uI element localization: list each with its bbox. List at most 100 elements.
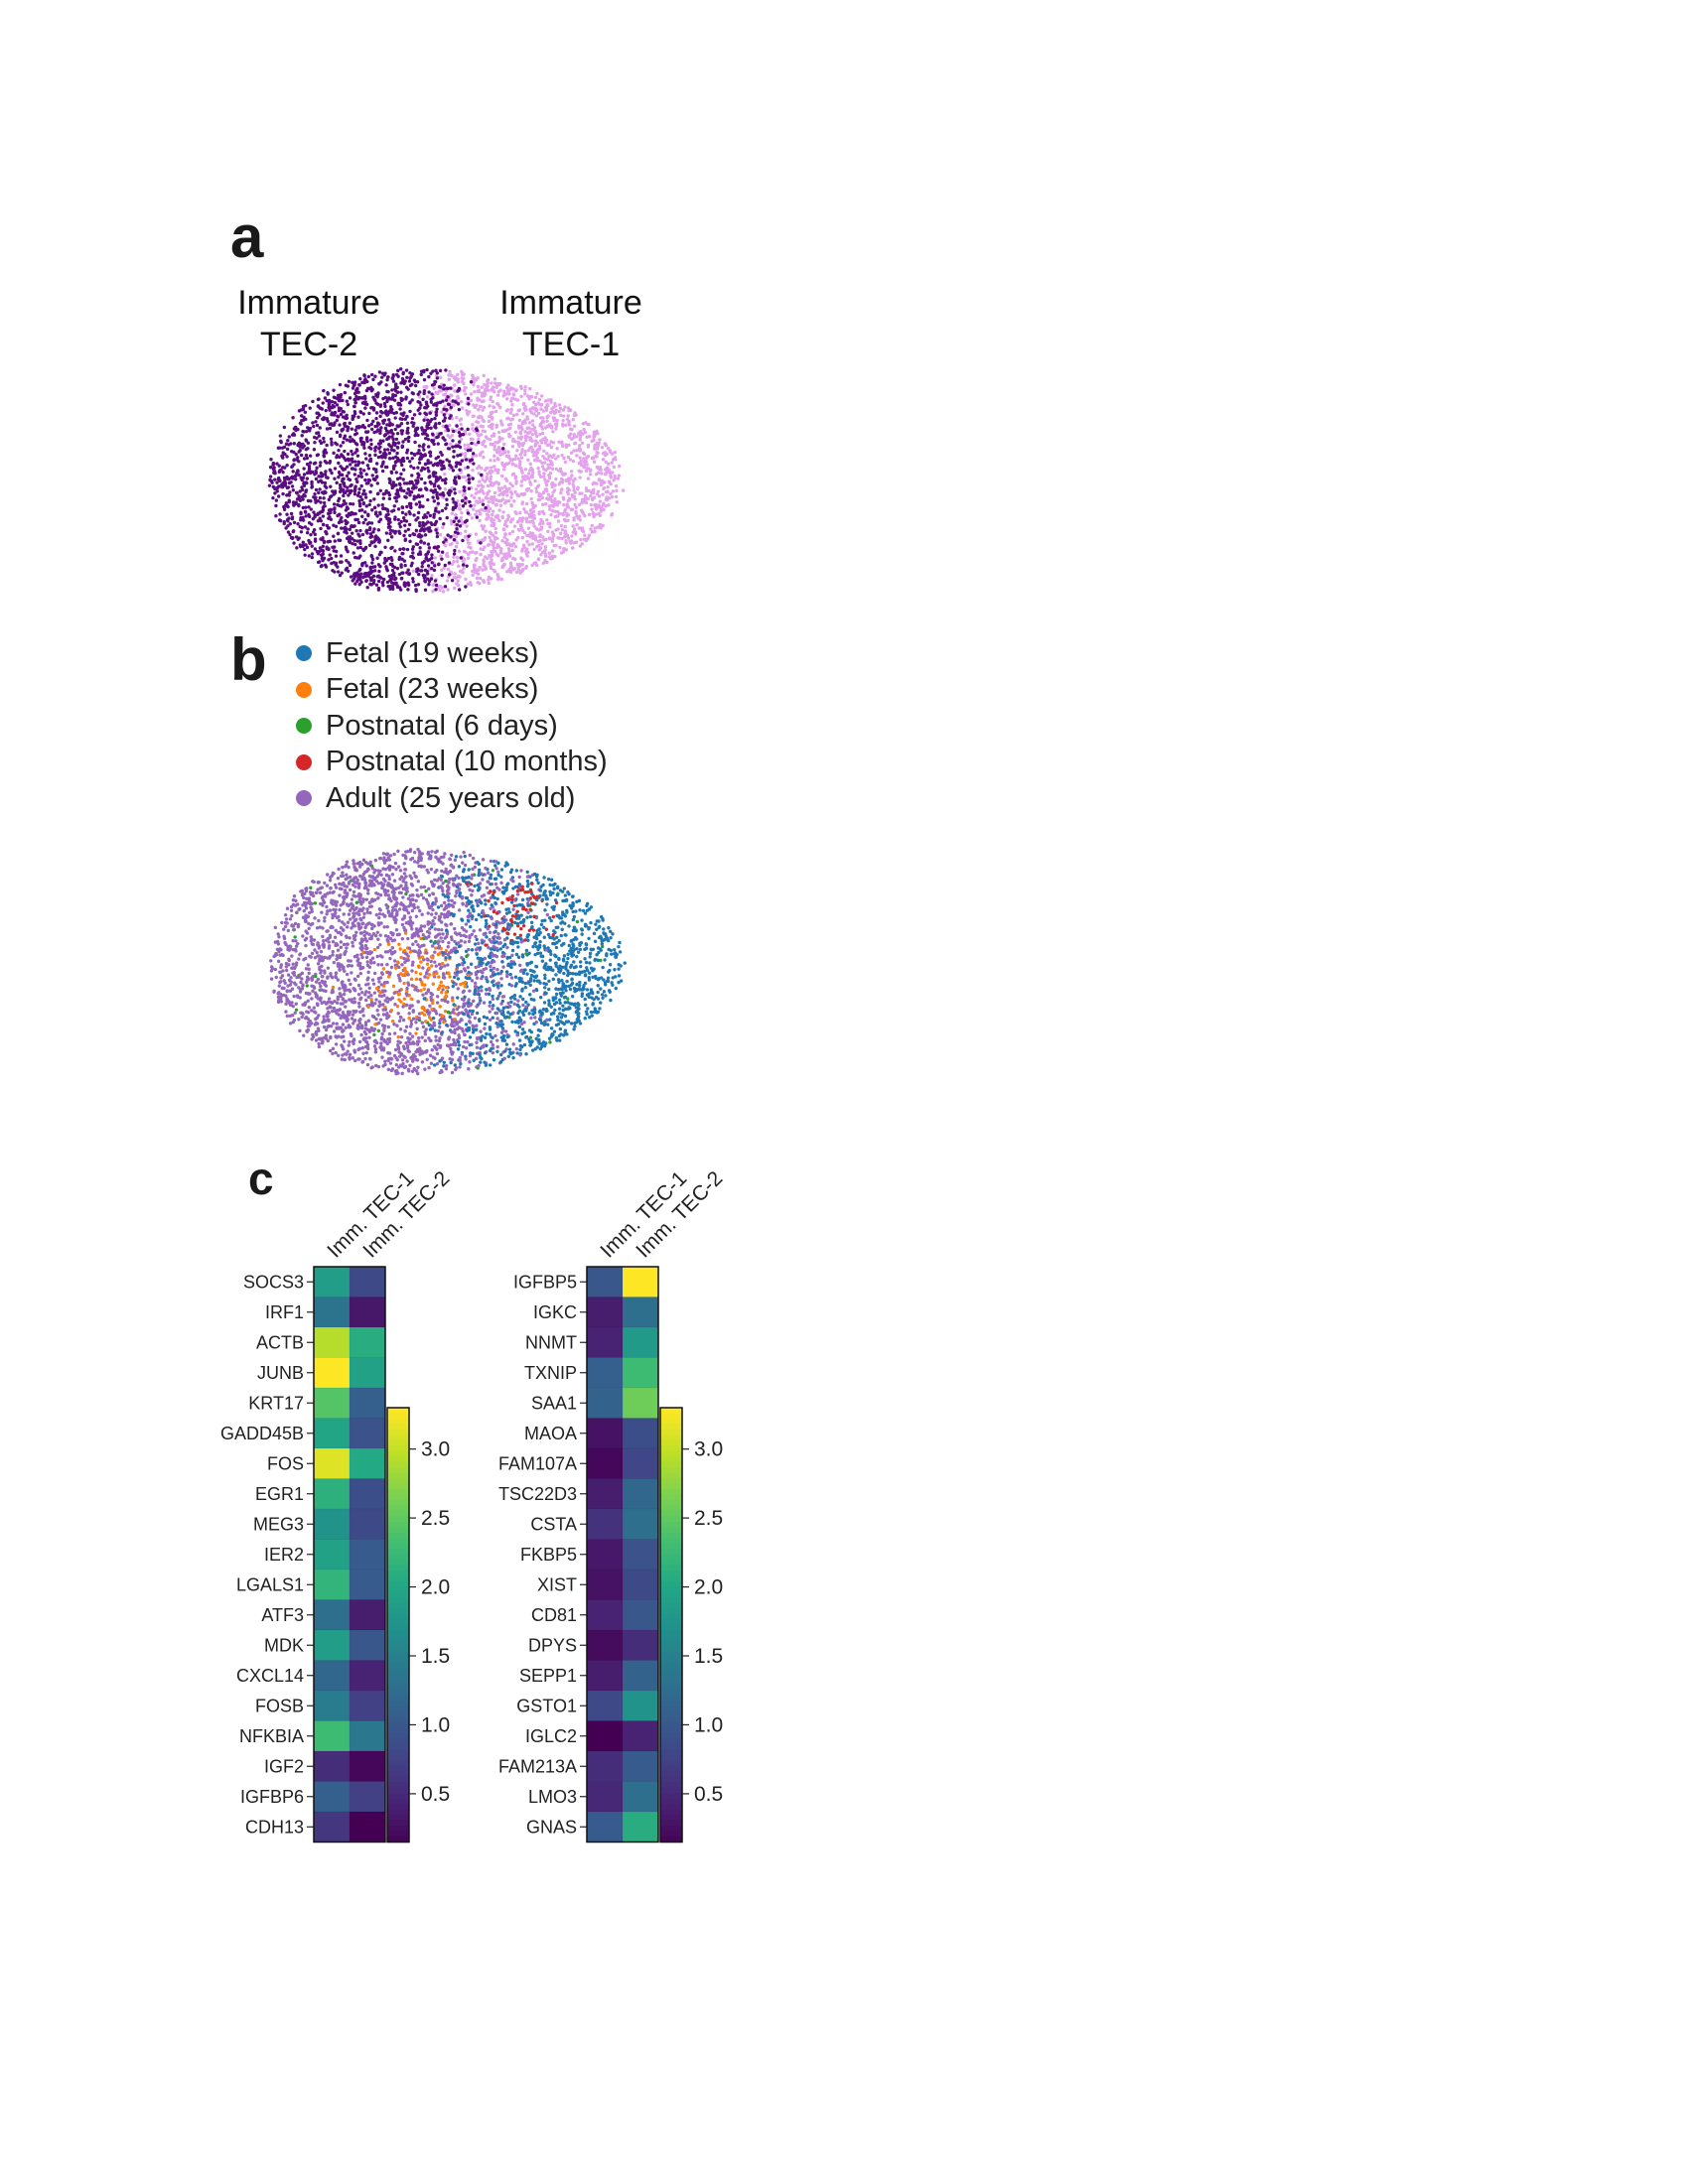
scatter-point bbox=[552, 418, 556, 423]
scatter-point bbox=[527, 426, 531, 430]
scatter-point bbox=[495, 471, 500, 475]
scatter-point bbox=[440, 410, 444, 414]
scatter-point bbox=[544, 554, 548, 558]
scatter-point bbox=[495, 393, 500, 397]
scatter-point bbox=[493, 498, 498, 502]
scatter-point bbox=[521, 543, 526, 547]
scatter-point bbox=[583, 513, 587, 518]
scatter-point bbox=[532, 412, 536, 416]
scatter-point bbox=[542, 449, 546, 453]
scatter-point bbox=[509, 495, 513, 499]
scatter-point bbox=[494, 502, 498, 507]
scatter-point bbox=[497, 492, 501, 497]
scatter-point bbox=[502, 442, 506, 447]
scatter-point bbox=[598, 499, 603, 503]
scatter-point bbox=[553, 422, 558, 426]
scatter-point bbox=[486, 543, 491, 547]
scatter-point bbox=[450, 434, 454, 438]
scatter-point bbox=[617, 474, 622, 478]
scatter-point bbox=[441, 424, 445, 428]
scatter-point bbox=[517, 444, 521, 449]
scatter-point bbox=[582, 457, 586, 461]
scatter-point bbox=[491, 399, 494, 404]
scatter-point bbox=[489, 496, 492, 500]
scatter-point bbox=[573, 441, 578, 446]
scatter-point bbox=[590, 456, 595, 461]
scatter-point bbox=[474, 378, 479, 382]
scatter-point bbox=[442, 566, 446, 570]
scatter-point bbox=[480, 385, 485, 389]
scatter-point bbox=[575, 454, 579, 458]
scatter-point bbox=[535, 391, 539, 396]
scatter-point bbox=[584, 486, 589, 490]
scatter-point bbox=[516, 457, 520, 461]
scatter-point bbox=[581, 451, 586, 455]
scatter-point bbox=[460, 376, 464, 380]
scatter-point bbox=[531, 423, 535, 427]
scatter-point bbox=[523, 388, 527, 393]
scatter-point bbox=[550, 467, 555, 471]
scatter-point bbox=[572, 527, 577, 531]
scatter-point bbox=[576, 485, 580, 489]
scatter-point bbox=[486, 472, 490, 477]
scatter-point bbox=[505, 570, 509, 574]
scatter-point bbox=[503, 477, 507, 480]
scatter-point bbox=[543, 545, 548, 549]
scatter-point bbox=[534, 414, 539, 418]
scatter-point bbox=[533, 429, 537, 433]
scatter-point bbox=[481, 527, 486, 531]
scatter-point bbox=[589, 502, 593, 507]
scatter-point bbox=[523, 404, 527, 409]
scatter-point bbox=[528, 462, 532, 467]
scatter-point bbox=[583, 533, 587, 537]
scatter-point bbox=[514, 537, 518, 542]
cluster-label-line: TEC-2 bbox=[259, 326, 358, 363]
scatter-point bbox=[541, 561, 545, 565]
scatter-point bbox=[449, 519, 454, 523]
scatter-point bbox=[489, 397, 492, 401]
scatter-point bbox=[587, 533, 592, 538]
scatter-point bbox=[529, 496, 533, 501]
scatter-point bbox=[532, 547, 536, 552]
scatter-point bbox=[575, 523, 579, 527]
scatter-point bbox=[425, 395, 430, 399]
scatter-point bbox=[521, 477, 525, 481]
scatter-point bbox=[469, 583, 473, 587]
scatter-point bbox=[501, 510, 505, 514]
scatter-point bbox=[570, 507, 575, 512]
scatter-point bbox=[615, 488, 619, 493]
scatter-point bbox=[450, 416, 455, 421]
scatter-point bbox=[471, 423, 475, 427]
scatter-point bbox=[528, 531, 532, 535]
scatter-point bbox=[517, 528, 521, 532]
scatter-point bbox=[533, 535, 538, 540]
scatter-point bbox=[610, 513, 614, 517]
scatter-point bbox=[581, 511, 586, 515]
scatter-point bbox=[563, 405, 567, 409]
scatter-point bbox=[452, 559, 456, 564]
scatter-point bbox=[580, 497, 585, 501]
scatter-point bbox=[468, 580, 473, 585]
scatter-point bbox=[492, 385, 495, 389]
scatter-point bbox=[486, 496, 490, 500]
scatter-point bbox=[614, 483, 619, 488]
scatter-point bbox=[604, 489, 609, 494]
scatter-point bbox=[482, 559, 486, 564]
scatter-point bbox=[530, 432, 535, 437]
scatter-point bbox=[562, 456, 566, 461]
scatter-point bbox=[613, 450, 617, 455]
scatter-point bbox=[458, 489, 462, 494]
scatter-point bbox=[490, 558, 493, 562]
scatter-point bbox=[487, 419, 492, 424]
scatter-point bbox=[461, 475, 465, 479]
scatter-point bbox=[563, 460, 568, 465]
scatter-point bbox=[530, 531, 535, 536]
scatter-point bbox=[457, 549, 462, 554]
scatter-point bbox=[523, 453, 527, 457]
scatter-point bbox=[560, 536, 564, 541]
scatter-point bbox=[578, 476, 582, 479]
scatter-point bbox=[504, 392, 508, 396]
scatter-point bbox=[523, 385, 527, 389]
scatter-point bbox=[457, 427, 462, 432]
scatter-point bbox=[537, 548, 541, 552]
